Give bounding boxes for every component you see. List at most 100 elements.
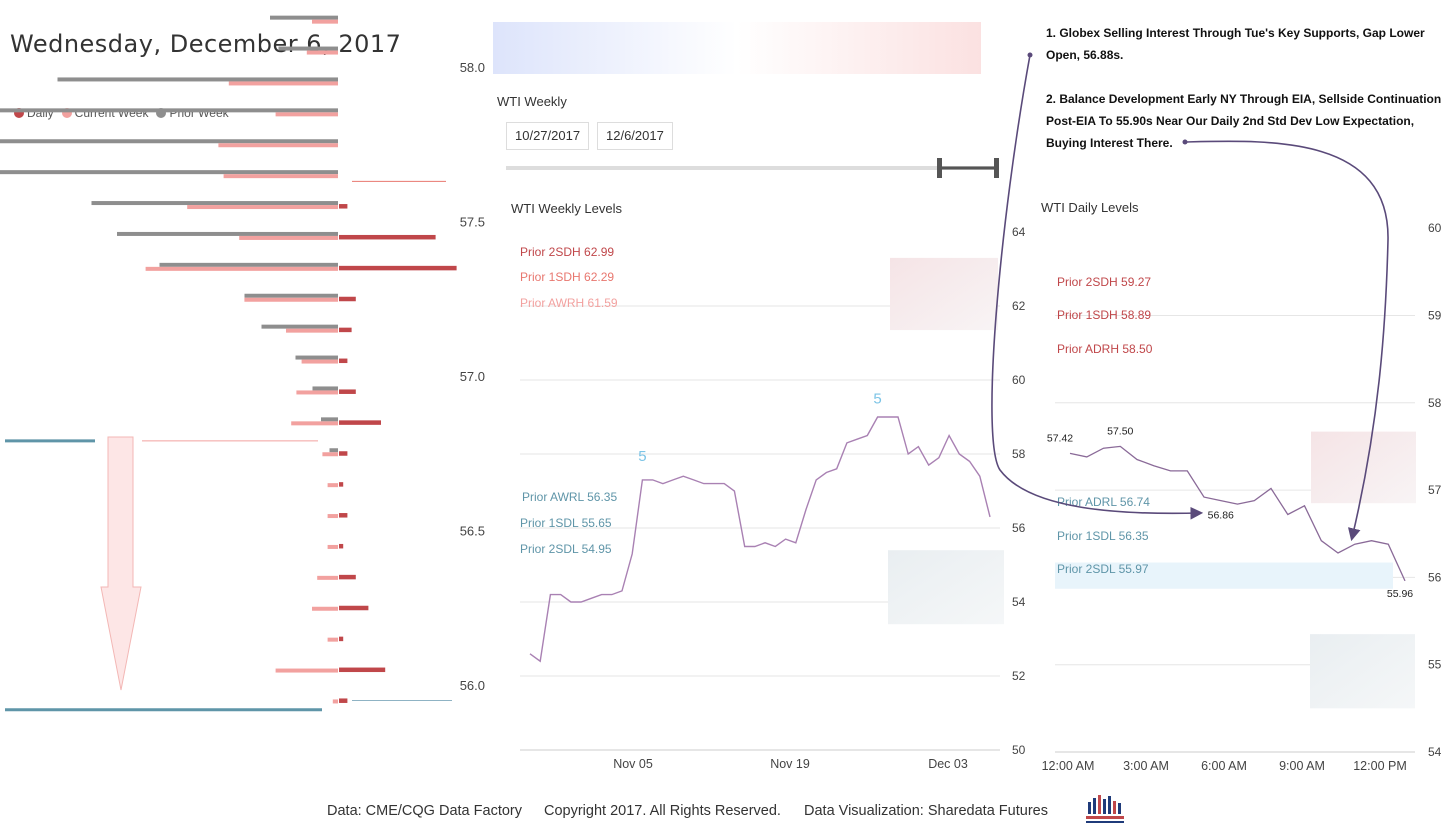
annotation-note-2: 2. Balance Development Early NY Through … xyxy=(1046,92,1442,150)
profile-axis-tick: 58.0 xyxy=(460,60,485,75)
weekly-x-tick: Dec 03 xyxy=(928,757,968,771)
weekly-y-tick: 60 xyxy=(1012,373,1026,387)
date-slider-end-handle[interactable] xyxy=(994,158,999,178)
profile-bar-current-week xyxy=(239,235,338,240)
weekly-low-zone-box xyxy=(888,550,1004,625)
daily-2sdl-band xyxy=(1055,562,1393,589)
profile-bar-daily xyxy=(339,574,356,580)
daily-level-label: Prior 1SDH 58.89 xyxy=(1057,308,1151,322)
profile-bar-current-week xyxy=(228,81,338,86)
profile-bar-current-week xyxy=(327,544,338,549)
profile-bar-prior-week xyxy=(0,108,338,113)
profile-bar-daily xyxy=(339,667,386,673)
profile-bar-current-week xyxy=(327,637,338,642)
profile-bar-prior-week xyxy=(312,386,338,391)
profile-bar-daily xyxy=(339,513,348,518)
daily-x-tick: 3:00 AM xyxy=(1123,759,1169,773)
start-date-input[interactable]: 10/27/2017 xyxy=(506,122,590,150)
profile-bar-daily xyxy=(339,605,369,611)
profile-bar-daily xyxy=(339,543,344,549)
daily-x-tick: 9:00 AM xyxy=(1279,759,1325,773)
weekly-panel-title: WTI Weekly Levels xyxy=(511,201,623,216)
profile-bar-prior-week xyxy=(0,139,338,144)
daily-level-label: Prior ADRH 58.50 xyxy=(1057,342,1153,356)
weekly-level-label: Prior 2SDH 62.99 xyxy=(520,245,614,259)
legend-daily-swatch xyxy=(14,108,24,118)
daily-panel-title: WTI Daily Levels xyxy=(1041,200,1139,215)
profile-bar-daily xyxy=(339,636,344,642)
profile-bar-current-week xyxy=(218,143,338,148)
profile-bar-prior-week xyxy=(159,262,338,267)
profile-bar-current-week xyxy=(312,19,338,24)
weekly-level-label: Prior AWRH 61.59 xyxy=(520,296,618,310)
profile-bar-current-week xyxy=(145,266,338,271)
daily-levels-chart: 54 55 56 57 58 59 60 12:00 AM 3:00 AM 6:00 AM 9:00… xyxy=(1042,221,1442,773)
profile-bar-daily xyxy=(339,420,381,425)
weekly-color-band xyxy=(493,22,981,74)
end-date-input[interactable]: 12/6/2017 xyxy=(597,122,673,150)
profile-bar-prior-week xyxy=(91,201,338,206)
profile-bar-current-week xyxy=(327,514,338,519)
sharedata-logo xyxy=(1086,795,1124,823)
daily-y-tick: 59 xyxy=(1428,309,1442,323)
profile-axis-tick: 57.5 xyxy=(460,215,485,230)
weekly-level-label: Prior 1SDL 55.65 xyxy=(520,516,612,530)
profile-axis-tick: 56.0 xyxy=(460,678,485,693)
profile-axis-tick: 56.5 xyxy=(460,524,485,539)
profile-bar-current-week xyxy=(312,606,338,611)
footer-credit: Data Visualization: Sharedata Futures xyxy=(804,803,1048,819)
profile-bar-prior-week xyxy=(0,170,338,175)
profile-axis-tick: 57.0 xyxy=(460,369,485,384)
daily-price-line xyxy=(1069,445,1406,582)
daily-y-tick: 60 xyxy=(1428,221,1442,235)
daily-point-label: 57.42 xyxy=(1047,432,1073,444)
daily-level-label: Prior 2SDH 59.27 xyxy=(1057,275,1151,289)
profile-bar-current-week xyxy=(275,668,338,673)
weekly-y-tick: 64 xyxy=(1012,225,1026,239)
profile-bar-current-week xyxy=(301,359,338,364)
profile-bar-prior-week xyxy=(117,231,338,236)
weekly-high-zone-box xyxy=(890,257,998,331)
annotation-arrow-2-origin xyxy=(1182,139,1188,145)
profile-bar-daily xyxy=(339,204,348,209)
profile-bar-current-week xyxy=(327,483,338,488)
daily-y-tick: 54 xyxy=(1428,745,1442,759)
profile-bar-current-week xyxy=(322,452,338,457)
profile-bar-prior-week xyxy=(329,448,338,453)
date-slider-start-handle[interactable] xyxy=(937,158,942,178)
daily-point-label: 56.86 xyxy=(1208,509,1234,521)
daily-point-label: 55.96 xyxy=(1387,588,1413,600)
profile-bar-prior-week xyxy=(321,417,338,422)
profile-bar-current-week xyxy=(296,390,338,395)
weekly-tpo-marker: 5 xyxy=(873,391,881,408)
daily-level-label: Prior ADRL 56.74 xyxy=(1057,495,1150,509)
profile-bar-prior-week xyxy=(278,46,338,51)
profile-bar-daily xyxy=(339,389,356,394)
profile-bar-current-week xyxy=(187,205,338,210)
weekly-levels-chart: 50 52 54 56 58 60 62 64 Nov 05 Nov 19 Dec 03 Prior … xyxy=(520,225,1026,771)
profile-bar-prior-week xyxy=(270,15,338,20)
footer-copyright: Copyright 2017. All Rights Reserved. xyxy=(544,803,781,819)
daily-x-tick: 12:00 PM xyxy=(1353,759,1407,773)
profile-bar-current-week xyxy=(275,112,338,117)
volume-profile-chart: 55.556.056.557.057.558.058.559.059.5 xyxy=(0,15,485,833)
profile-bar-current-week xyxy=(286,328,338,333)
weekly-filter-title: WTI Weekly xyxy=(497,94,567,109)
profile-bar-daily xyxy=(339,698,348,703)
profile-bar-daily xyxy=(339,327,352,333)
weekly-y-tick: 58 xyxy=(1012,447,1026,461)
daily-y-tick: 56 xyxy=(1428,570,1442,584)
profile-bar-current-week xyxy=(223,174,338,179)
daily-x-tick: 6:00 AM xyxy=(1201,759,1247,773)
daily-y-tick: 58 xyxy=(1428,396,1442,410)
profile-bar-current-week xyxy=(291,421,338,426)
footer-source: Data: CME/CQG Data Factory xyxy=(327,803,522,819)
profile-bar-current-week xyxy=(332,699,338,704)
profile-bar-daily xyxy=(339,358,348,364)
weekly-level-label: Prior AWRL 56.35 xyxy=(522,490,617,504)
weekly-y-tick: 52 xyxy=(1012,669,1026,683)
profile-bar-prior-week xyxy=(295,355,338,360)
profile-bar-prior-week xyxy=(57,77,338,82)
